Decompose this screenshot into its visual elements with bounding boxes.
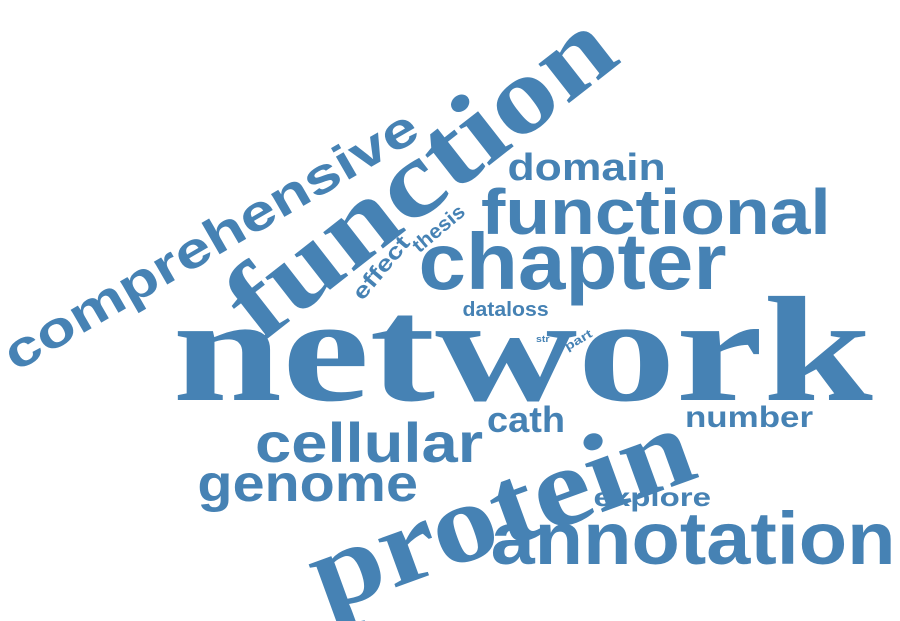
word-cellular: cellular [255, 411, 484, 474]
word-network: network [172, 267, 873, 433]
word-genome: genome [196, 455, 418, 513]
word-str: str [536, 333, 550, 344]
word-domain: domain [507, 147, 666, 189]
word-chapter: chapter [417, 217, 727, 306]
word-number: number [684, 401, 814, 434]
word-explore: explore [593, 482, 711, 512]
word-functional: functional [480, 176, 831, 248]
word-cath: cath [487, 399, 566, 440]
word-annotation: annotation [490, 497, 896, 580]
word-dataloss: dataloss [461, 299, 549, 321]
